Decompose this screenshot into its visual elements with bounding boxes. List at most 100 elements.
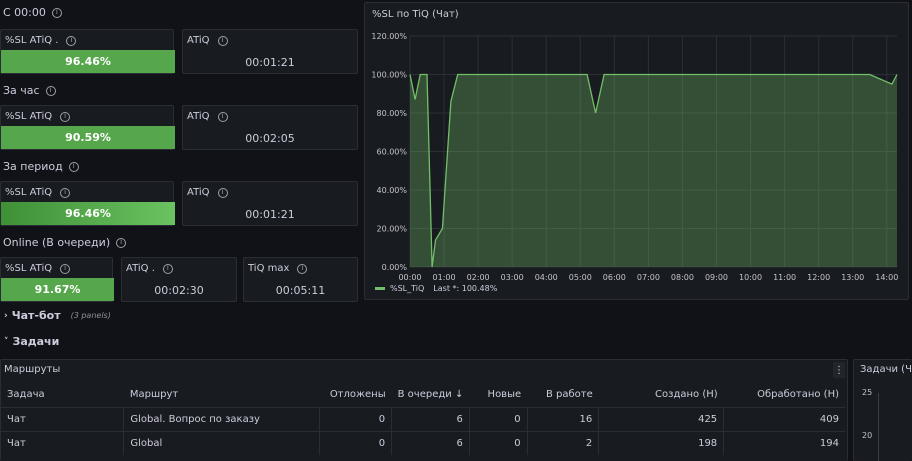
info-icon[interactable]: i: [217, 187, 228, 198]
panel-title-text: %SL ATiQ: [5, 111, 53, 122]
chevron-right-icon: ›: [4, 310, 8, 321]
row-panel-count: (3 panels): [70, 311, 111, 320]
info-icon[interactable]: i: [60, 111, 71, 122]
chevron-down-icon: ˅: [4, 336, 9, 347]
table-row[interactable]: Чат Global. Вопрос по заказу 0 6 0 16 42…: [1, 406, 845, 431]
chart-legend[interactable]: %SL_TiQ Last *: 100.48%: [375, 284, 497, 293]
table-cell: 0: [469, 406, 528, 431]
y-tick-label: 20: [862, 431, 873, 440]
column-header[interactable]: Новые: [487, 389, 522, 401]
sl-value: 96.46%: [65, 207, 111, 220]
column-header[interactable]: В работе: [545, 389, 593, 401]
panel-title-text: %SL ATiQ .: [5, 35, 59, 46]
panel-title: TiQ max i: [248, 263, 308, 274]
sl-gauge-bar: 96.46%: [1, 202, 175, 225]
x-tick-label: 06:00: [603, 273, 626, 282]
section-label-since-midnight: С 00:00 i: [3, 6, 62, 19]
y-tick-label: 60.00%: [376, 148, 407, 157]
panel-title: ATiQ i: [187, 35, 228, 46]
info-icon[interactable]: i: [217, 35, 228, 46]
sl-value: 91.67%: [34, 283, 81, 296]
series-area: [410, 74, 897, 267]
info-icon[interactable]: i: [60, 187, 71, 198]
table-cell: Чат: [1, 430, 125, 455]
row-header-chatbot[interactable]: › Чат-бот (3 panels): [4, 309, 111, 322]
panel-title: ATiQ . i: [126, 263, 173, 274]
sl-gauge-bar: 96.46%: [1, 50, 175, 73]
panel-menu-icon[interactable]: ⋮: [833, 362, 845, 378]
column-header[interactable]: Маршрут: [129, 389, 179, 401]
panel-title-text: ATiQ: [187, 35, 210, 46]
row-title: Чат-бот: [11, 309, 61, 322]
table-cell: 6: [391, 406, 470, 431]
panel-sl-atiq-period: %SL ATiQ i 96.46%: [0, 181, 175, 226]
legend-series-stat: Last *: 100.48%: [433, 284, 498, 293]
panel-title-text: ATiQ: [187, 187, 210, 198]
panel-title: %SL ATiQ i: [5, 263, 71, 274]
routes-table: Задача Маршрут Отложены В очереди ↓ Новы…: [1, 383, 845, 455]
section-label-hour: За час i: [3, 84, 56, 97]
routes-title: Маршруты: [4, 364, 60, 375]
info-icon[interactable]: i: [45, 85, 56, 96]
table-cell: 2: [527, 430, 600, 455]
panel-atiq-c0000: ATiQ i 00:01:21: [182, 29, 358, 74]
legend-swatch: [375, 287, 385, 290]
info-icon[interactable]: i: [60, 263, 71, 274]
tasks-chart-title-text: Задачи (Ча: [860, 364, 912, 375]
chart-title: %SL по TiQ (Чат): [372, 9, 459, 20]
legend-series-name: %SL_TiQ: [390, 284, 425, 293]
x-tick-label: 05:00: [569, 273, 592, 282]
info-icon[interactable]: i: [68, 161, 79, 172]
tasks-chart-title: Задачи (Ча: [860, 364, 912, 375]
table-row[interactable]: Чат Global 0 6 0 2 198 194: [1, 430, 845, 455]
x-tick-label: 04:00: [535, 273, 558, 282]
sl-gauge-bar: 90.59%: [1, 126, 175, 149]
info-icon[interactable]: i: [162, 263, 173, 274]
column-header[interactable]: Отложены: [329, 389, 386, 401]
section-label-text: С 00:00: [3, 6, 46, 19]
section-label-text: За период: [3, 160, 63, 173]
column-header[interactable]: Обработано (Н): [757, 389, 839, 401]
y-tick-label: 80.00%: [376, 109, 407, 118]
table-cell: 0: [319, 430, 393, 455]
panel-title-text: %SL ATiQ: [5, 187, 53, 198]
sl-tiq-chart[interactable]: 0.00% 20.00% 40.00% 60.00% 80.00% 100.00% 120.…: [365, 3, 910, 301]
column-header-text: В очереди: [397, 389, 452, 401]
panel-title-text: %SL ATiQ: [5, 263, 53, 274]
column-header[interactable]: Создано (Н): [655, 389, 718, 401]
y-tick-label: 20.00%: [376, 225, 407, 234]
column-header-sorted[interactable]: В очереди ↓: [392, 383, 470, 407]
column-header[interactable]: Задача: [7, 389, 45, 401]
info-icon[interactable]: i: [116, 237, 127, 248]
panel-atiq-online: ATiQ . i 00:02:30: [121, 257, 237, 302]
panel-sl-atiq-hour: %SL ATiQ i 90.59%: [0, 105, 175, 150]
x-tick-label: 12:00: [807, 273, 830, 282]
y-tick-label: 25: [862, 388, 873, 397]
panel-title: %SL ATiQ i: [5, 111, 71, 122]
panel-sl-atiq-online: %SL ATiQ i 91.67%: [0, 257, 114, 302]
info-icon[interactable]: i: [66, 35, 77, 46]
table-cell: 198: [598, 430, 725, 455]
table-cell: 409: [723, 406, 845, 431]
info-icon[interactable]: i: [297, 263, 308, 274]
panel-tiq-max-online: TiQ max i 00:05:11: [243, 257, 358, 302]
panel-routes: Маршруты ⋮ Задача Маршрут Отложены В оче…: [0, 359, 848, 461]
info-icon[interactable]: i: [51, 7, 62, 18]
x-tick-label: 00:00: [398, 273, 421, 282]
y-tick-label: 0.00%: [382, 263, 408, 272]
row-header-tasks[interactable]: ˅ Задачи: [4, 335, 59, 348]
info-icon[interactable]: i: [217, 111, 228, 122]
panel-tasks-chart: Задачи (Ча 25 20: [853, 359, 912, 461]
table-cell: 194: [723, 430, 845, 455]
table-cell: Global: [123, 430, 321, 455]
atiq-value: 00:02:05: [245, 132, 295, 145]
chart-title-text: %SL по TiQ (Чат): [372, 9, 459, 20]
x-tick-label: 13:00: [841, 273, 864, 282]
y-tick-label: 120.00%: [371, 32, 407, 41]
sl-gauge-bar: 91.67%: [1, 278, 114, 301]
panel-title: %SL ATiQ . i: [5, 35, 77, 46]
section-label-online: Online (В очереди) i: [3, 236, 127, 249]
panel-atiq-hour: ATiQ i 00:02:05: [182, 105, 358, 150]
table-cell: 16: [527, 406, 600, 431]
panel-sl-tiq-chart: %SL по TiQ (Чат) 0.00% 20.00% 40.00% 60.00%…: [364, 2, 909, 300]
